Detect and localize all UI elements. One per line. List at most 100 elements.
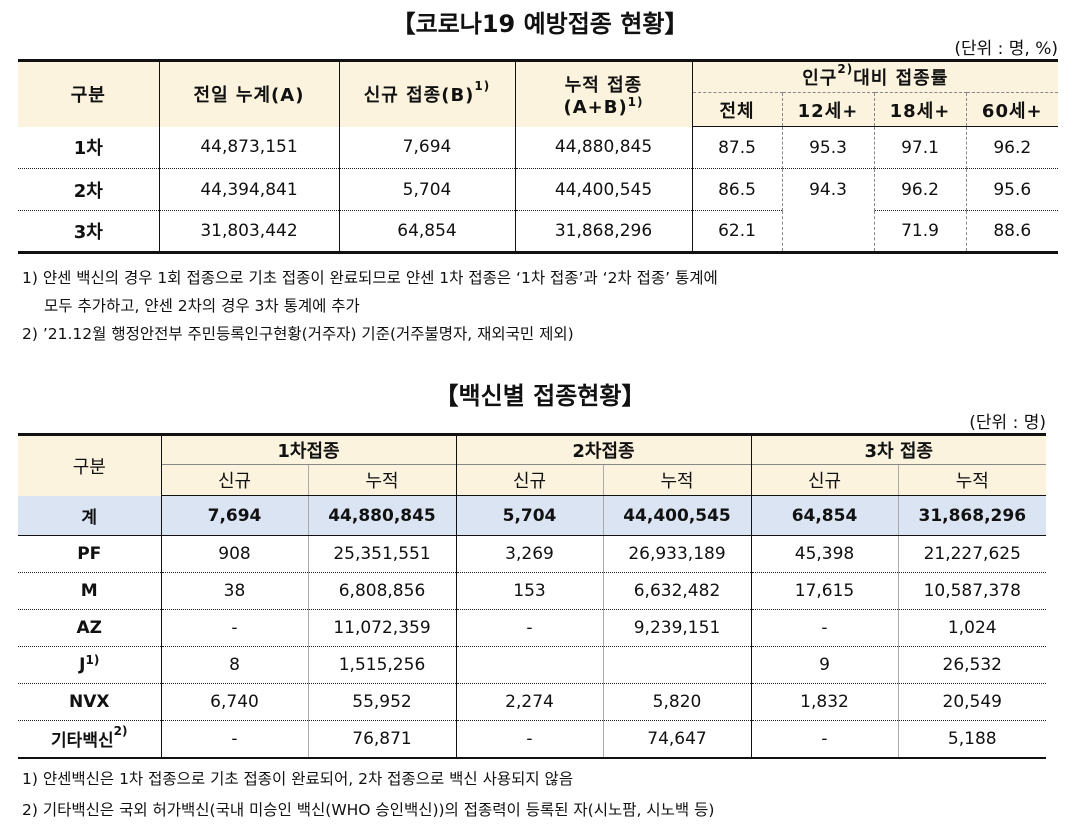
header-dose3: 3차 접종 [750, 434, 1047, 465]
cell-d3-new: 45,398 [750, 535, 898, 573]
note-2: 2) ’21.12월 행정안전부 주민등록인구현황(거주자) 기준(거주불명자,… [22, 325, 574, 343]
row-label: 3차 [18, 210, 159, 253]
header-d1-new: 신규 [160, 464, 308, 496]
cell-d3-cum: 5,188 [897, 720, 1047, 758]
cell-d3-new: - [750, 720, 898, 758]
cell-new: 7,694 [338, 126, 515, 169]
cell-d1-new: 7,694 [160, 495, 308, 536]
header-category: 구분 [18, 434, 161, 496]
cell-d2-new: 3,269 [455, 535, 603, 573]
cell-d2-cum: 6,632,482 [602, 572, 751, 610]
cell-rate-12 [781, 210, 874, 253]
cell-d1-new: 38 [160, 572, 308, 610]
cell-rate-60: 95.6 [965, 168, 1059, 211]
cell-d3-new: 17,615 [750, 572, 898, 610]
cell-prev: 44,873,151 [158, 126, 339, 169]
cell-d2-cum [602, 646, 751, 684]
header-dose2: 2차접종 [455, 434, 751, 465]
header-category: 구분 [18, 60, 159, 127]
cell-d1-new: 8 [160, 646, 308, 684]
section2-note-1: 1) 얀센백신은 1차 접종으로 기초 접종이 완료되어, 2차 접종으로 백신… [22, 770, 574, 788]
cell-d1-cum: 11,072,359 [307, 609, 456, 647]
row-label: AZ [18, 609, 161, 647]
header-rate-18: 18세+ [873, 92, 966, 127]
cell-d1-cum: 1,515,256 [307, 646, 456, 684]
cell-d3-cum: 20,549 [897, 683, 1047, 721]
row-label: 1차 [73, 138, 103, 160]
cell-rate-12: 94.3 [781, 168, 874, 211]
header-cumulative: 누적 접종 (A+B)1) [514, 60, 692, 127]
cell-d2-cum: 44,400,545 [602, 495, 751, 536]
table-row: 기타백신2) - 76,871 - 74,647 - 5,188 [18, 720, 1047, 758]
header-rate-60: 60세+ [965, 92, 1059, 127]
table-row: 3차 31,803,442 64,854 31,868,296 62.1 71.… [18, 210, 1059, 253]
header-d3-new: 신규 [750, 464, 898, 496]
section2-note-2: 2) 기타백신은 국외 허가백신(국내 미승인 백신(WHO 승인백신))의 접… [22, 801, 715, 819]
row-label: 2차 [18, 168, 159, 211]
header-population-rate: 인구2)대비 접종률 [691, 60, 1059, 93]
total-row: 계 7,694 44,880,845 5,704 44,400,545 64,8… [18, 495, 1047, 536]
cell-rate-total: 62.1 [691, 210, 782, 253]
header-d1-cum: 누적 [307, 464, 456, 496]
cell-d2-new: - [455, 720, 603, 758]
row-label: M [18, 572, 161, 610]
section1-unit: (단위 : 명, %) [954, 39, 1058, 59]
cell-rate-60: 96.2 [965, 126, 1059, 169]
cell-d1-cum: 6,808,856 [307, 572, 456, 610]
note-1-cont: 모두 추가하고, 얀센 2차의 경우 3차 통계에 추가 [44, 297, 360, 315]
table-row: M 38 6,808,856 153 6,632,482 17,615 10,5… [18, 572, 1047, 610]
header-d2-new: 신규 [455, 464, 603, 496]
vaccination-status-table: 구분 전일 누계(A) 신규 접종(B)1) 누적 접종 (A+B)1) 인구2)… [18, 59, 1059, 254]
cell-cumulative: 31,868,296 [514, 210, 692, 253]
cell-d2-cum: 9,239,151 [602, 609, 751, 647]
table-row: AZ - 11,072,359 - 9,239,151 - 1,024 [18, 609, 1047, 647]
cell-d2-new: 153 [455, 572, 603, 610]
cell-d2-cum: 26,933,189 [602, 535, 751, 573]
header-rate-total: 전체 [691, 92, 782, 127]
cell-d3-new: - [750, 609, 898, 647]
cell-new: 64,854 [338, 210, 515, 253]
vaccine-type-table: 구분 1차접종 2차접종 3차 접종 신규 누적 신규 누적 신규 누적 계 7… [18, 433, 1047, 759]
cell-rate-18: 97.1 [873, 126, 966, 169]
header-d2-cum: 누적 [602, 464, 751, 496]
table-row: PF 908 25,351,551 3,269 26,933,189 45,39… [18, 535, 1047, 573]
table-row: J1) 8 1,515,256 9 26,532 [18, 646, 1047, 684]
cell-rate-18: 96.2 [873, 168, 966, 211]
cell-d3-cum: 31,868,296 [897, 495, 1047, 536]
cell-d1-new: - [160, 609, 308, 647]
header-d3-cum: 누적 [897, 464, 1047, 496]
cell-d1-new: - [160, 720, 308, 758]
cell-d3-cum: 21,227,625 [897, 535, 1047, 573]
header-dose1: 1차접종 [160, 434, 456, 465]
cell-d3-new: 9 [750, 646, 898, 684]
cell-d2-new [455, 646, 603, 684]
cell-d2-new: 2,274 [455, 683, 603, 721]
cell-prev: 31,803,442 [158, 210, 339, 253]
table-row: 1차 44,873,151 7,694 44,880,845 87.5 95.3… [18, 126, 1059, 169]
cell-d2-new: 5,704 [455, 495, 603, 536]
header-rate-12: 12세+ [781, 92, 874, 127]
cell-d1-new: 6,740 [160, 683, 308, 721]
header-new-doses: 신규 접종(B)1) [338, 60, 515, 127]
cell-d3-cum: 1,024 [897, 609, 1047, 647]
cell-d2-cum: 5,820 [602, 683, 751, 721]
row-label: 기타백신2) [18, 720, 161, 758]
section1-title: 【코로나19 예방접종 현황】 [391, 10, 689, 38]
cell-d2-cum: 74,647 [602, 720, 751, 758]
row-label: PF [77, 544, 102, 564]
cell-rate-12: 95.3 [781, 126, 874, 169]
cell-prev: 44,394,841 [158, 168, 339, 211]
cell-d1-cum: 25,351,551 [307, 535, 456, 573]
cell-rate-60: 88.6 [965, 210, 1059, 253]
section2-title: 【백신별 접종현황】 [434, 382, 646, 410]
cell-d1-cum: 55,952 [307, 683, 456, 721]
table-row: 2차 44,394,841 5,704 44,400,545 86.5 94.3… [18, 168, 1059, 211]
cell-d3-new: 1,832 [750, 683, 898, 721]
table-row: NVX 6,740 55,952 2,274 5,820 1,832 20,54… [18, 683, 1047, 721]
cell-d3-cum: 26,532 [897, 646, 1047, 684]
note-1: 1) 얀센 백신의 경우 1회 접종으로 기초 접종이 완료되므로 얀센 1차 … [22, 269, 718, 287]
cell-d1-cum: 44,880,845 [307, 495, 456, 536]
cell-d2-new: - [455, 609, 603, 647]
cell-rate-18: 71.9 [873, 210, 966, 253]
cell-cumulative: 44,880,845 [514, 126, 692, 169]
